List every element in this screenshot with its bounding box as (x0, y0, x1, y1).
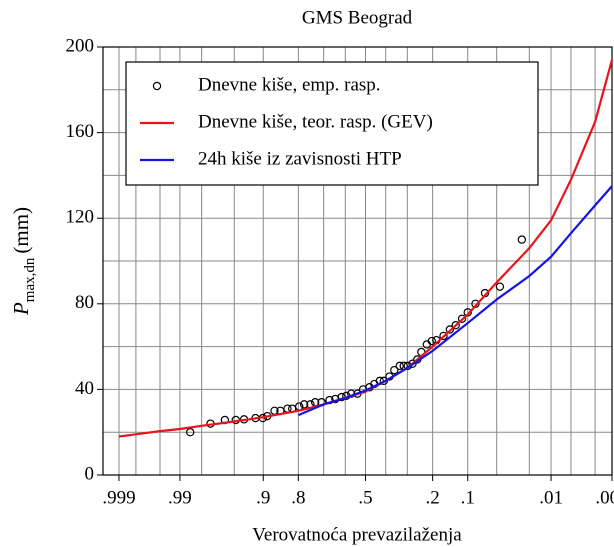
y-tick-label: 200 (66, 35, 95, 56)
y-tick-label: 40 (75, 378, 94, 399)
series-line (297, 185, 613, 417)
y-tick-label: 80 (75, 292, 94, 313)
legend-label: Dnevne kiše, emp. rasp. (198, 74, 381, 95)
y-label-symbol: P (9, 302, 33, 316)
y-tick-label: 160 (66, 121, 95, 142)
data-point (395, 361, 404, 371)
y-tick-label: 120 (66, 207, 95, 228)
x-tick-label: .1 (461, 487, 475, 508)
x-tick-label: .001 (595, 487, 614, 508)
data-point (451, 321, 460, 330)
x-tick-label: .8 (291, 487, 305, 508)
legend-label: 24h kiše iz zavisnosti HTP (198, 148, 402, 169)
data-point (408, 359, 417, 368)
legend-box (125, 61, 539, 186)
data-point (427, 336, 436, 346)
x-tick-label: .99 (168, 487, 192, 508)
plot-frame (102, 46, 613, 476)
data-point (299, 400, 309, 409)
y-axis-label: Pmax,dn (mm) (9, 207, 38, 316)
x-tick-label: .01 (539, 487, 563, 508)
y-label-subscript: max,dn (22, 257, 38, 302)
data-point (517, 235, 527, 244)
x-tick-label: .2 (426, 487, 440, 508)
data-point (457, 314, 467, 323)
legend-label: Dnevne kiše, teor. rasp. (GEV) (198, 111, 433, 132)
y-tick-label: 0 (85, 463, 95, 484)
data-point (186, 428, 195, 437)
y-label-unit: (mm) (9, 207, 33, 254)
data-point (439, 331, 448, 341)
data-point (445, 325, 455, 334)
x-tick-label: .5 (358, 487, 372, 508)
chart-title: GMS Beograd (302, 7, 413, 28)
x-axis-label: Verovatnoća prevazilaženja (252, 524, 462, 545)
legend-swatch (152, 81, 162, 91)
data-point (495, 282, 505, 291)
data-point (390, 365, 399, 375)
x-tick-label: .9 (256, 487, 270, 508)
x-tick-label: .999 (102, 487, 135, 508)
